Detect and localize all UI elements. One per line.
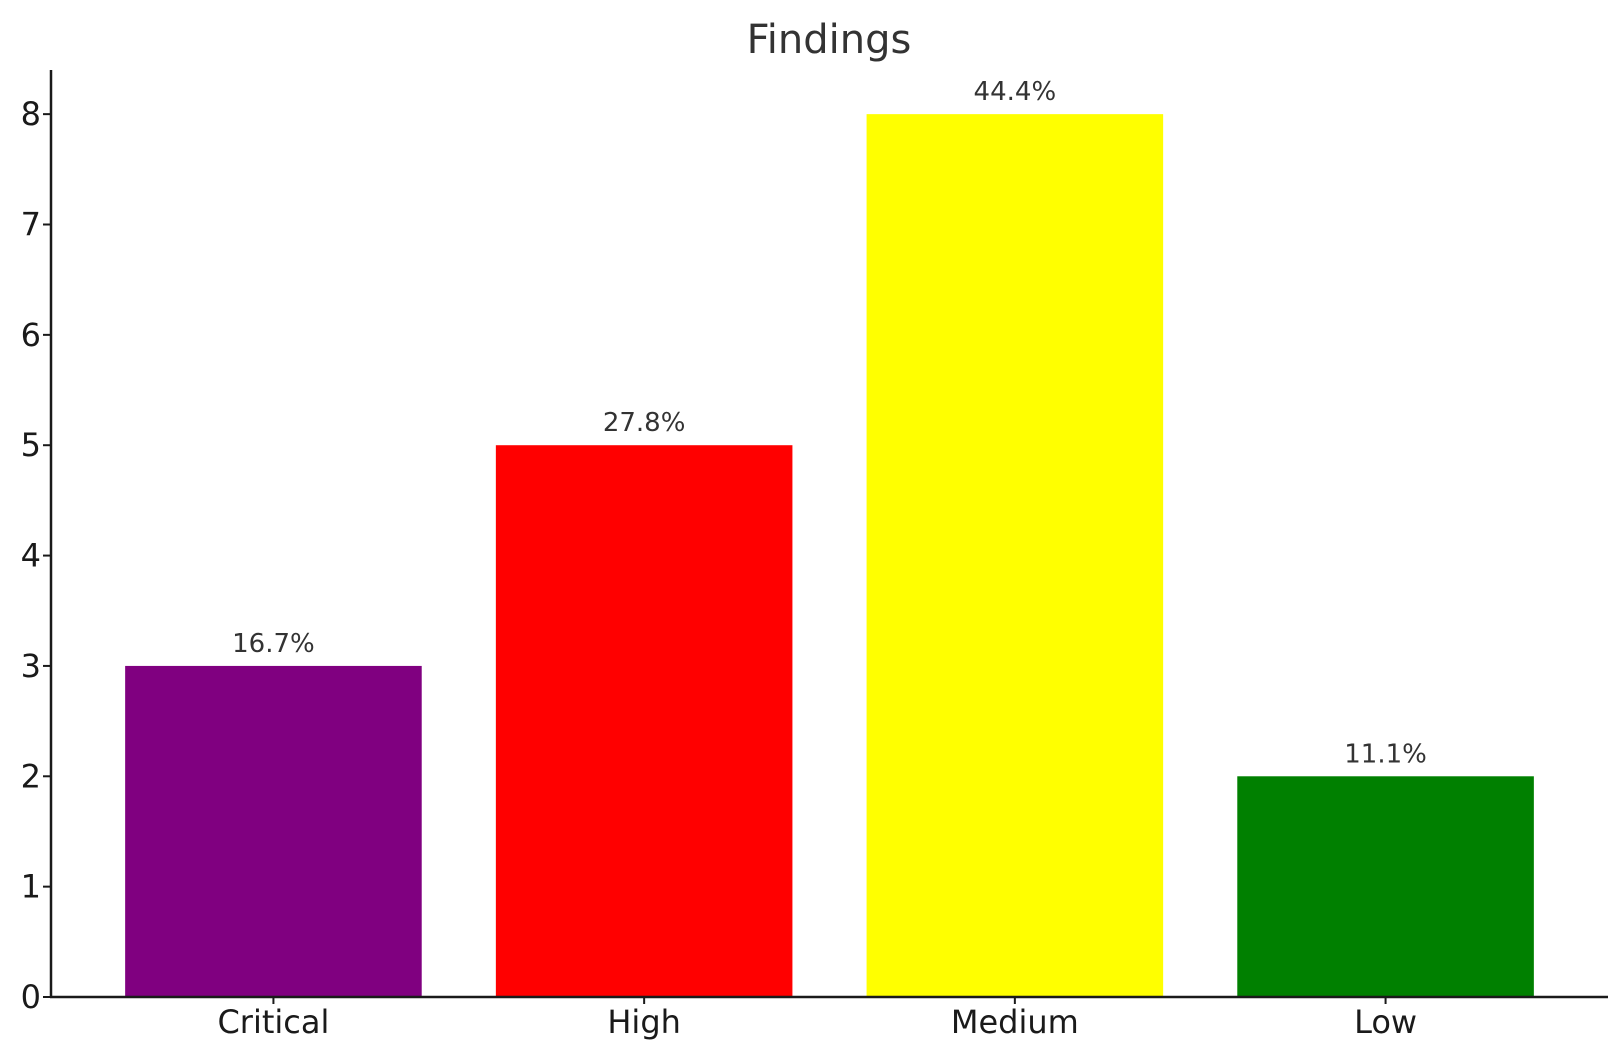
bar-low: [1237, 776, 1534, 997]
bars-layer: [125, 114, 1534, 997]
data-label-critical: 16.7%: [232, 629, 315, 659]
y-tick-label-3: 3: [21, 647, 41, 685]
data-label-medium: 44.4%: [974, 77, 1057, 107]
data-label-high: 27.8%: [603, 408, 686, 438]
bar-medium: [866, 114, 1164, 997]
x-axis-ticks: Critical High Medium Low: [217, 997, 1417, 1041]
y-tick-label-2: 2: [21, 757, 41, 795]
data-labels-layer: 16.7% 27.8% 44.4% 11.1%: [232, 77, 1427, 769]
y-tick-label-0: 0: [21, 978, 41, 1016]
bar-critical: [125, 665, 422, 997]
y-tick-label-1: 1: [21, 868, 41, 906]
y-tick-label-7: 7: [21, 206, 41, 244]
y-tick-label-8: 8: [21, 95, 41, 133]
y-tick-label-4: 4: [21, 537, 41, 575]
data-label-low: 11.1%: [1344, 739, 1427, 769]
x-tick-label-critical: Critical: [217, 1003, 329, 1041]
x-tick-label-low: Low: [1354, 1003, 1417, 1041]
chart-title: Findings: [747, 17, 912, 63]
x-tick-label-medium: Medium: [951, 1003, 1079, 1041]
x-tick-label-high: High: [607, 1003, 681, 1041]
y-tick-label-6: 6: [21, 316, 41, 354]
y-axis-ticks: 0 1 2 3 4 5 6 7 8: [21, 95, 51, 1016]
y-tick-label-5: 5: [21, 426, 41, 464]
bar-high: [495, 445, 793, 997]
